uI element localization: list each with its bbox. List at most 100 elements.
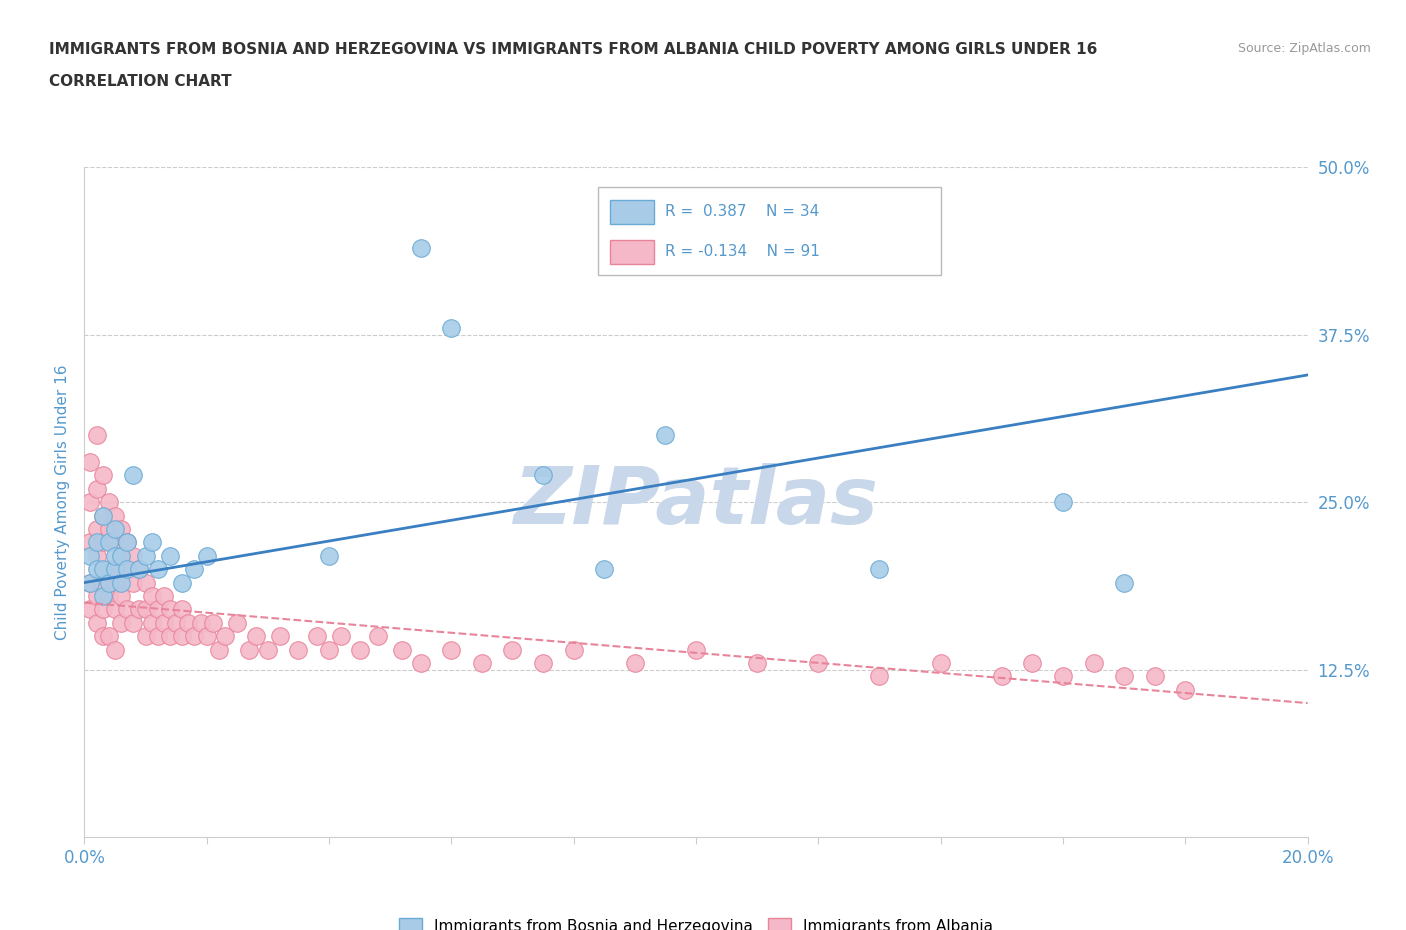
Point: [183, 629, 205, 644]
Point: [91, 589, 114, 604]
Point: [593, 562, 616, 577]
Point: [115, 602, 138, 617]
Point: [409, 656, 432, 671]
Point: [141, 535, 163, 550]
Point: [135, 575, 157, 590]
Point: [330, 629, 353, 644]
Point: [97, 562, 120, 577]
Point: [409, 240, 432, 255]
Y-axis label: Child Poverty Among Girls Under 16: Child Poverty Among Girls Under 16: [55, 365, 70, 640]
Point: [177, 616, 200, 631]
Point: [183, 562, 205, 577]
Point: [991, 669, 1014, 684]
Point: [104, 562, 127, 577]
Point: [110, 549, 132, 564]
Point: [128, 562, 150, 577]
Point: [238, 642, 260, 657]
Point: [226, 616, 249, 631]
Point: [91, 562, 114, 577]
Point: [122, 575, 145, 590]
Point: [104, 602, 127, 617]
Text: CORRELATION CHART: CORRELATION CHART: [49, 74, 232, 89]
Point: [86, 616, 108, 631]
Point: [141, 589, 163, 604]
Point: [269, 629, 291, 644]
Point: [110, 575, 132, 590]
Point: [159, 629, 181, 644]
Point: [440, 321, 463, 336]
Point: [624, 656, 647, 671]
Point: [1052, 669, 1074, 684]
Point: [122, 616, 145, 631]
Point: [367, 629, 389, 644]
Point: [79, 575, 101, 590]
Legend: Immigrants from Bosnia and Herzegovina, Immigrants from Albania: Immigrants from Bosnia and Herzegovina, …: [392, 911, 1000, 930]
Point: [86, 482, 108, 497]
Point: [195, 549, 218, 564]
Point: [159, 549, 181, 564]
Point: [79, 455, 101, 470]
Point: [104, 642, 127, 657]
Point: [141, 616, 163, 631]
Point: [110, 549, 132, 564]
FancyBboxPatch shape: [610, 240, 654, 264]
Point: [869, 669, 891, 684]
Point: [110, 589, 132, 604]
Point: [1174, 683, 1197, 698]
Point: [115, 562, 138, 577]
Point: [471, 656, 494, 671]
Point: [654, 428, 676, 443]
Point: [869, 562, 891, 577]
Point: [115, 562, 138, 577]
Point: [79, 495, 101, 510]
Point: [165, 616, 187, 631]
Point: [318, 642, 340, 657]
Point: [91, 629, 114, 644]
Text: IMMIGRANTS FROM BOSNIA AND HERZEGOVINA VS IMMIGRANTS FROM ALBANIA CHILD POVERTY : IMMIGRANTS FROM BOSNIA AND HERZEGOVINA V…: [49, 42, 1098, 57]
Point: [1114, 669, 1136, 684]
Point: [153, 589, 176, 604]
Point: [91, 468, 114, 483]
Point: [104, 508, 127, 523]
Point: [104, 575, 127, 590]
Point: [1143, 669, 1166, 684]
Point: [172, 602, 194, 617]
Point: [214, 629, 236, 644]
Point: [190, 616, 212, 631]
Point: [91, 575, 114, 590]
Point: [201, 616, 224, 631]
Point: [135, 629, 157, 644]
Point: [91, 508, 114, 523]
Point: [562, 642, 585, 657]
Point: [97, 575, 120, 590]
Point: [391, 642, 413, 657]
Point: [1021, 656, 1043, 671]
Point: [110, 616, 132, 631]
Point: [502, 642, 524, 657]
Point: [86, 589, 108, 604]
Point: [747, 656, 769, 671]
Text: Source: ZipAtlas.com: Source: ZipAtlas.com: [1237, 42, 1371, 55]
Text: R = -0.134    N = 91: R = -0.134 N = 91: [665, 245, 820, 259]
Point: [128, 602, 150, 617]
Point: [97, 495, 120, 510]
Point: [287, 642, 309, 657]
Point: [86, 562, 108, 577]
Point: [97, 589, 120, 604]
Point: [97, 535, 120, 550]
Point: [110, 522, 132, 537]
Point: [128, 562, 150, 577]
Point: [685, 642, 707, 657]
Point: [146, 562, 169, 577]
Point: [153, 616, 176, 631]
Point: [91, 535, 114, 550]
FancyBboxPatch shape: [610, 200, 654, 223]
Point: [97, 522, 120, 537]
Point: [305, 629, 328, 644]
Point: [86, 428, 108, 443]
Point: [531, 656, 554, 671]
Point: [1114, 575, 1136, 590]
Point: [135, 602, 157, 617]
Point: [79, 602, 101, 617]
Point: [159, 602, 181, 617]
